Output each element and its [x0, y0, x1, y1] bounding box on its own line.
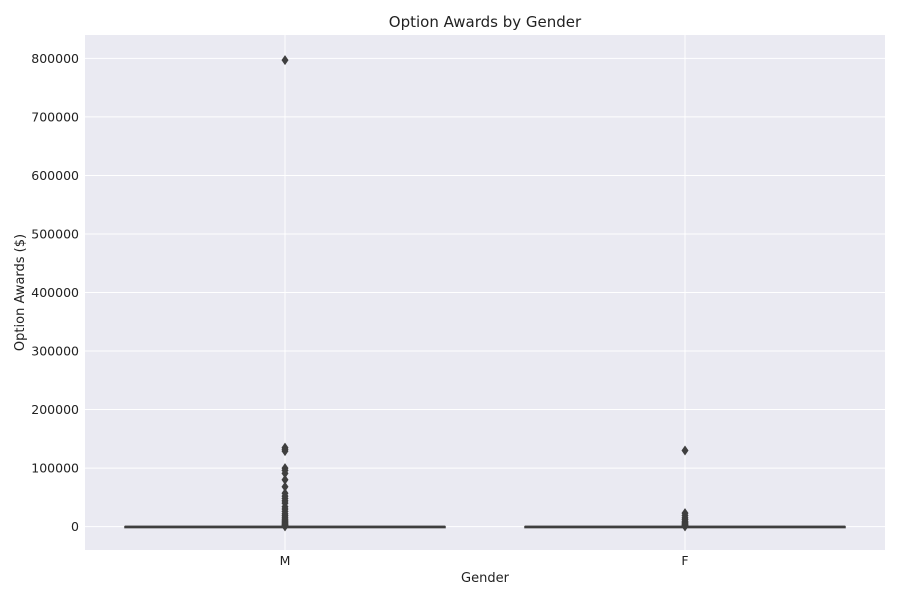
y-tick-label: 200000 — [31, 402, 79, 417]
y-tick-label: 400000 — [31, 285, 79, 300]
y-axis-label: Option Awards ($) — [13, 234, 28, 351]
outlier-point — [281, 468, 289, 479]
x-tick-label: F — [681, 553, 688, 568]
outlier-point — [281, 481, 289, 492]
y-tick-label: 0 — [71, 519, 79, 534]
y-tick-label: 600000 — [31, 168, 79, 183]
y-tick-label: 300000 — [31, 344, 79, 359]
box-M — [124, 55, 446, 532]
outlier-point — [681, 521, 689, 532]
chart-title: Option Awards by Gender — [389, 13, 582, 31]
y-tick-label: 100000 — [31, 461, 79, 476]
x-tick-label: M — [280, 553, 291, 568]
outlier-point — [281, 474, 289, 485]
y-tick-label: 700000 — [31, 109, 79, 124]
y-tick-labels: 0 100000 200000 300000 400000 500000 600000 700… — [31, 51, 79, 534]
outlier-point — [281, 446, 289, 457]
box-F — [524, 445, 846, 532]
y-tick-label: 800000 — [31, 51, 79, 66]
y-tick-label: 500000 — [31, 226, 79, 241]
outlier-point — [281, 55, 289, 66]
x-axis-label: Gender — [461, 571, 510, 586]
outlier-point — [681, 445, 689, 456]
outlier-point — [281, 521, 289, 532]
box-series — [124, 55, 846, 532]
